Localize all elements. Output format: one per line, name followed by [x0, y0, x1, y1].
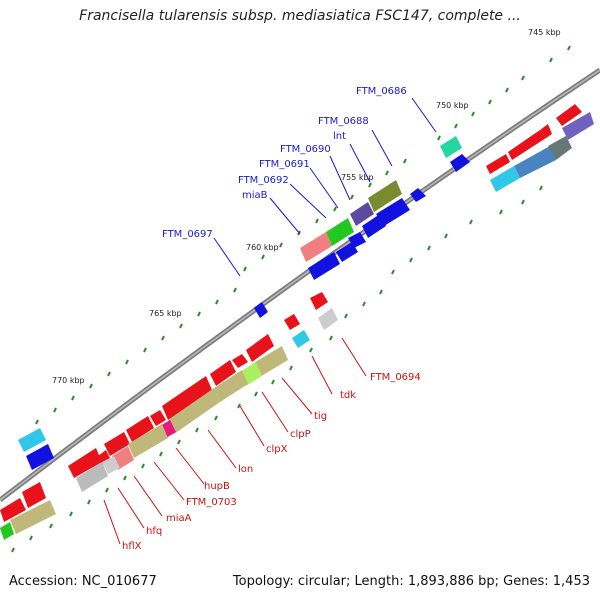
upper-gene-track — [18, 104, 594, 470]
gene-label-FTM_0694[interactable]: FTM_0694 — [370, 372, 421, 383]
kbp-tick-marks — [11, 45, 571, 553]
kbp-label-750: 750 kbp — [436, 101, 469, 110]
gene-label-hflX[interactable]: hflX — [122, 541, 142, 552]
gene-label-FTM_0686[interactable]: FTM_0686 — [356, 86, 407, 97]
map-title: Francisella tularensis subsp. mediasiati… — [79, 8, 521, 24]
accession-text: Accession: NC_010677 — [9, 574, 157, 589]
gene-label-FTM_0703[interactable]: FTM_0703 — [186, 497, 237, 508]
gene-label-lnt[interactable]: lnt — [333, 131, 346, 142]
gene-label-FTM_0692[interactable]: FTM_0692 — [238, 175, 289, 186]
gene-label-miaA[interactable]: miaA — [166, 513, 192, 524]
lower-gene-track — [0, 292, 338, 540]
gene-label-miaB[interactable]: miaB — [242, 190, 268, 201]
lower-leader-lines — [103, 337, 367, 545]
gene-label-hupB[interactable]: hupB — [204, 481, 230, 492]
kbp-label-755: 755 kbp — [341, 173, 374, 182]
gene-label-FTM_0690[interactable]: FTM_0690 — [280, 144, 331, 155]
upper-leader-lines — [213, 97, 437, 277]
kbp-label-765: 765 kbp — [149, 309, 182, 318]
gene-label-clpP[interactable]: clpP — [290, 429, 311, 440]
gene-label-FTM_0697[interactable]: FTM_0697 — [162, 229, 213, 240]
gene-label-lon[interactable]: lon — [238, 464, 253, 475]
gene-label-clpX[interactable]: clpX — [266, 444, 288, 455]
kbp-label-770: 770 kbp — [52, 376, 85, 385]
genome-summary-text: Topology: circular; Length: 1,893,886 bp… — [232, 574, 590, 589]
kbp-label-745: 745 kbp — [528, 28, 561, 37]
gene-label-FTM_0691[interactable]: FTM_0691 — [259, 159, 310, 170]
kbp-label-760: 760 kbp — [246, 243, 279, 252]
gene-label-hfq[interactable]: hfq — [146, 526, 162, 537]
gene-label-FTM_0688[interactable]: FTM_0688 — [318, 116, 369, 127]
gene-label-tig[interactable]: tig — [314, 411, 327, 422]
gene-label-tdk[interactable]: tdk — [340, 390, 356, 401]
